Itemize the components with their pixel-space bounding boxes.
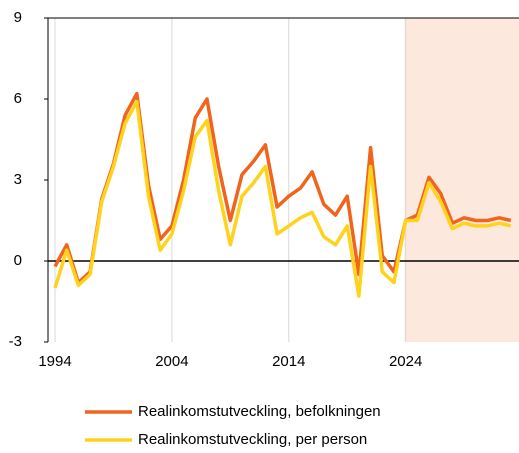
y-tick-label: -3 bbox=[9, 333, 22, 350]
x-tick-label: 2004 bbox=[155, 353, 188, 370]
y-tick-label: 0 bbox=[14, 252, 22, 269]
forecast-region bbox=[404, 18, 519, 342]
series-line bbox=[53, 91, 512, 285]
legend-label: Realinkomstutveckling, per person bbox=[138, 431, 367, 448]
y-tick-label: 6 bbox=[14, 90, 22, 107]
x-tick-label: 2024 bbox=[389, 353, 422, 370]
y-tick-label: 9 bbox=[14, 9, 22, 26]
x-tick-label: 1994 bbox=[38, 353, 71, 370]
y-tick-label: 3 bbox=[14, 171, 22, 188]
legend-label: Realinkomstutveckling, befolkningen bbox=[138, 403, 381, 420]
series-line bbox=[53, 99, 512, 298]
x-tick-label: 2014 bbox=[272, 353, 305, 370]
